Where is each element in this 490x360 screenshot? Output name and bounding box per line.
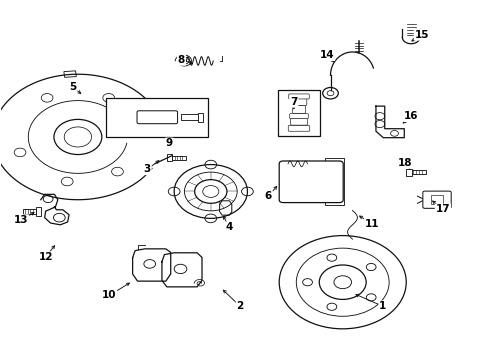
- FancyBboxPatch shape: [291, 98, 307, 105]
- Bar: [325, 158, 344, 205]
- Text: 12: 12: [38, 252, 53, 262]
- FancyBboxPatch shape: [288, 126, 310, 131]
- Text: 18: 18: [398, 158, 413, 168]
- Text: 6: 6: [265, 191, 272, 201]
- Bar: [23, 209, 36, 215]
- Text: 10: 10: [102, 291, 117, 301]
- Bar: [431, 195, 443, 204]
- Text: 16: 16: [404, 111, 418, 121]
- Text: 3: 3: [144, 164, 151, 174]
- Text: 15: 15: [415, 30, 429, 40]
- Text: 11: 11: [365, 219, 379, 229]
- Bar: [180, 114, 200, 120]
- Bar: [411, 170, 426, 174]
- FancyBboxPatch shape: [291, 119, 307, 125]
- FancyBboxPatch shape: [289, 94, 309, 99]
- Text: 7: 7: [290, 97, 297, 107]
- Bar: [64, 71, 76, 77]
- FancyBboxPatch shape: [290, 114, 308, 119]
- FancyBboxPatch shape: [137, 111, 177, 124]
- Text: 5: 5: [70, 82, 76, 93]
- Text: 14: 14: [320, 50, 334, 60]
- FancyBboxPatch shape: [293, 105, 305, 113]
- Bar: [167, 154, 172, 161]
- FancyBboxPatch shape: [279, 161, 343, 203]
- Text: 8: 8: [178, 55, 185, 65]
- Text: 17: 17: [436, 204, 450, 215]
- Bar: [36, 207, 41, 216]
- Bar: [406, 168, 412, 176]
- Text: 13: 13: [14, 215, 28, 225]
- Text: 9: 9: [166, 139, 173, 148]
- Bar: [198, 113, 203, 122]
- Text: 1: 1: [379, 301, 387, 311]
- FancyBboxPatch shape: [423, 191, 451, 208]
- Text: 4: 4: [226, 222, 233, 232]
- Bar: [106, 98, 208, 137]
- Bar: [278, 90, 320, 136]
- Text: 2: 2: [237, 301, 244, 311]
- Bar: [171, 156, 186, 160]
